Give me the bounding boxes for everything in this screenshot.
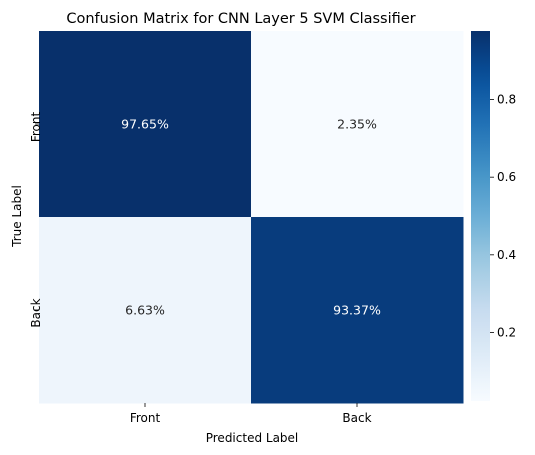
x-tick-label-back: Back: [342, 411, 371, 425]
cell-value-label: 93.37%: [333, 303, 381, 318]
cell-value-label: 2.35%: [337, 117, 377, 132]
chart-title: Confusion Matrix for CNN Layer 5 SVM Cla…: [66, 11, 415, 27]
x-axis-label: Predicted Label: [206, 431, 299, 445]
colorbar: [471, 31, 490, 401]
colorbar-tick-label: 0.8: [497, 93, 516, 107]
y-tick-label-back: Back: [29, 298, 43, 327]
x-tick-marks: [144, 403, 358, 407]
heatmap-cell: [39, 31, 252, 218]
cell-value-label: 97.65%: [121, 117, 169, 132]
x-tick-label-front: Front: [130, 411, 161, 425]
y-tick-label-front: Front: [29, 112, 43, 143]
colorbar-ticks: 0.2 0.4 0.6 0.8: [490, 93, 516, 339]
heatmap-cells: 97.65% 2.35% 6.63% 93.37%: [39, 31, 464, 404]
cell-value-label: 6.63%: [125, 303, 165, 318]
heatmap-cell: [39, 217, 252, 404]
colorbar-tick-label: 0.2: [497, 325, 516, 339]
colorbar-tick-label: 0.6: [497, 170, 516, 184]
heatmap-cell: [251, 31, 464, 218]
heatmap-cell: [251, 217, 464, 404]
y-axis-label: True Label: [10, 185, 24, 248]
colorbar-tick-label: 0.4: [497, 248, 516, 262]
y-tick-marks: [35, 123, 39, 311]
